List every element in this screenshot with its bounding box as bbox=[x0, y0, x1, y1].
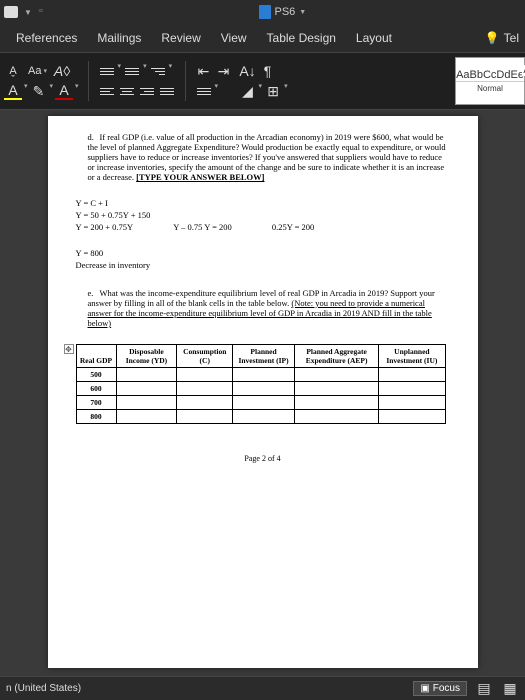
bullets-icon[interactable] bbox=[98, 62, 116, 80]
pen-icon[interactable]: ✎ bbox=[30, 82, 48, 100]
page: d.If real GDP (i.e. value of all product… bbox=[48, 116, 478, 668]
decrease-line: Decrease in inventory bbox=[76, 260, 450, 270]
eq-line-2: Y = 50 + 0.75Y + 150 bbox=[76, 210, 450, 220]
th-real-gdp: Real GDP bbox=[76, 345, 116, 368]
web-layout-icon[interactable]: ▦ bbox=[501, 680, 519, 698]
tab-review[interactable]: Review bbox=[151, 24, 210, 52]
pen-chev[interactable]: ▾ bbox=[50, 82, 54, 100]
align-right-icon[interactable] bbox=[138, 82, 156, 100]
page-number: Page 2 of 4 bbox=[76, 454, 450, 463]
style-sample: AaBbCcDdEe bbox=[456, 69, 524, 81]
numbering-icon[interactable] bbox=[123, 62, 141, 80]
language-status[interactable]: n (United States) bbox=[6, 683, 81, 694]
document-title: PS6 bbox=[275, 6, 296, 18]
tab-mailings[interactable]: Mailings bbox=[87, 24, 151, 52]
style-normal[interactable]: AaBbCcDdEe Normal bbox=[455, 57, 525, 105]
tell-me-icon[interactable]: 💡 bbox=[485, 31, 500, 45]
shading-icon[interactable]: ◢ bbox=[239, 82, 257, 100]
style-name: Normal bbox=[456, 81, 524, 93]
table-row: 700 bbox=[76, 396, 445, 410]
y-800: Y = 800 bbox=[76, 248, 450, 258]
th-unplanned: Unplanned Investment (IU) bbox=[379, 345, 445, 368]
tab-view[interactable]: View bbox=[211, 24, 257, 52]
type-answer-label: [TYPE YOUR ANSWER BELOW] bbox=[136, 172, 264, 182]
font-color-icon[interactable]: A bbox=[55, 82, 73, 100]
eq-line-3a: Y = 200 + 0.75Y bbox=[76, 222, 134, 232]
tab-references[interactable]: References bbox=[6, 24, 87, 52]
table-move-handle[interactable]: ✥ bbox=[64, 344, 74, 354]
borders-icon[interactable]: ⊞ bbox=[264, 82, 282, 100]
divider-2 bbox=[185, 61, 186, 101]
show-marks-icon[interactable]: ¶ bbox=[259, 62, 277, 80]
qat-chevron-icon[interactable]: ▼ bbox=[24, 8, 32, 17]
justify-icon[interactable] bbox=[158, 82, 176, 100]
text-check-icon[interactable]: A̬ bbox=[4, 62, 22, 80]
multilevel-icon[interactable] bbox=[149, 62, 167, 80]
align-center-icon[interactable] bbox=[118, 82, 136, 100]
increase-indent-icon[interactable]: ⇥ bbox=[215, 62, 233, 80]
th-planned-inv: Planned Investment (IP) bbox=[233, 345, 295, 368]
word-doc-icon bbox=[259, 5, 271, 19]
title-chevron-icon[interactable]: ▼ bbox=[299, 9, 306, 16]
align-left-icon[interactable] bbox=[98, 82, 116, 100]
line-spacing-icon[interactable] bbox=[195, 82, 213, 100]
focus-button[interactable]: ▣ Focus bbox=[413, 681, 467, 696]
item-e-letter: e. bbox=[88, 288, 100, 298]
divider bbox=[88, 61, 89, 101]
status-bar: n (United States) ▣ Focus ▤ ▦ bbox=[0, 676, 525, 700]
text-highlight-icon[interactable]: A bbox=[4, 82, 22, 100]
fontcolor-chev[interactable]: ▾ bbox=[75, 82, 79, 100]
tell-me-label[interactable]: Tel bbox=[504, 31, 519, 45]
ribbon: A̬ Aa▾ A◊ A▾ ✎▾ A▾ ▾ ▾ ▾ ⇤ ⇥ ▾ bbox=[0, 52, 525, 110]
document-area[interactable]: d.If real GDP (i.e. value of all product… bbox=[0, 110, 525, 676]
clear-format-icon[interactable]: A◊ bbox=[53, 62, 71, 80]
tab-layout[interactable]: Layout bbox=[346, 24, 402, 52]
change-case-button[interactable]: Aa▾ bbox=[24, 62, 51, 80]
gdp-table[interactable]: Real GDP Disposable Income (YD) Consumpt… bbox=[76, 344, 446, 424]
decrease-indent-icon[interactable]: ⇤ bbox=[195, 62, 213, 80]
title-bar: ▼ ⁼ PS6 ▼ bbox=[0, 0, 525, 24]
focus-icon: ▣ bbox=[420, 683, 429, 694]
tab-table-design[interactable]: Table Design bbox=[257, 24, 346, 52]
table-row: 500 bbox=[76, 368, 445, 382]
table-row: 800 bbox=[76, 410, 445, 424]
eq-line-1: Y = C + I bbox=[76, 198, 450, 208]
th-disp-income: Disposable Income (YD) bbox=[116, 345, 177, 368]
highlight-chev[interactable]: ▾ bbox=[24, 82, 28, 100]
print-layout-icon[interactable]: ▤ bbox=[475, 680, 493, 698]
print-icon[interactable] bbox=[4, 6, 18, 18]
table-row: 600 bbox=[76, 382, 445, 396]
focus-label: Focus bbox=[433, 683, 460, 694]
item-d-letter: d. bbox=[88, 132, 100, 142]
eq-line-3c: 0.25Y = 200 bbox=[272, 222, 315, 232]
sort-icon[interactable]: A↓ bbox=[239, 62, 257, 80]
eq-line-3b: Y – 0.75 Y = 200 bbox=[173, 222, 232, 232]
ribbon-tabs: References Mailings Review View Table De… bbox=[0, 24, 525, 52]
th-consumption: Consumption (C) bbox=[177, 345, 233, 368]
th-agg-exp: Planned Aggregate Expenditure (AEP) bbox=[294, 345, 378, 368]
